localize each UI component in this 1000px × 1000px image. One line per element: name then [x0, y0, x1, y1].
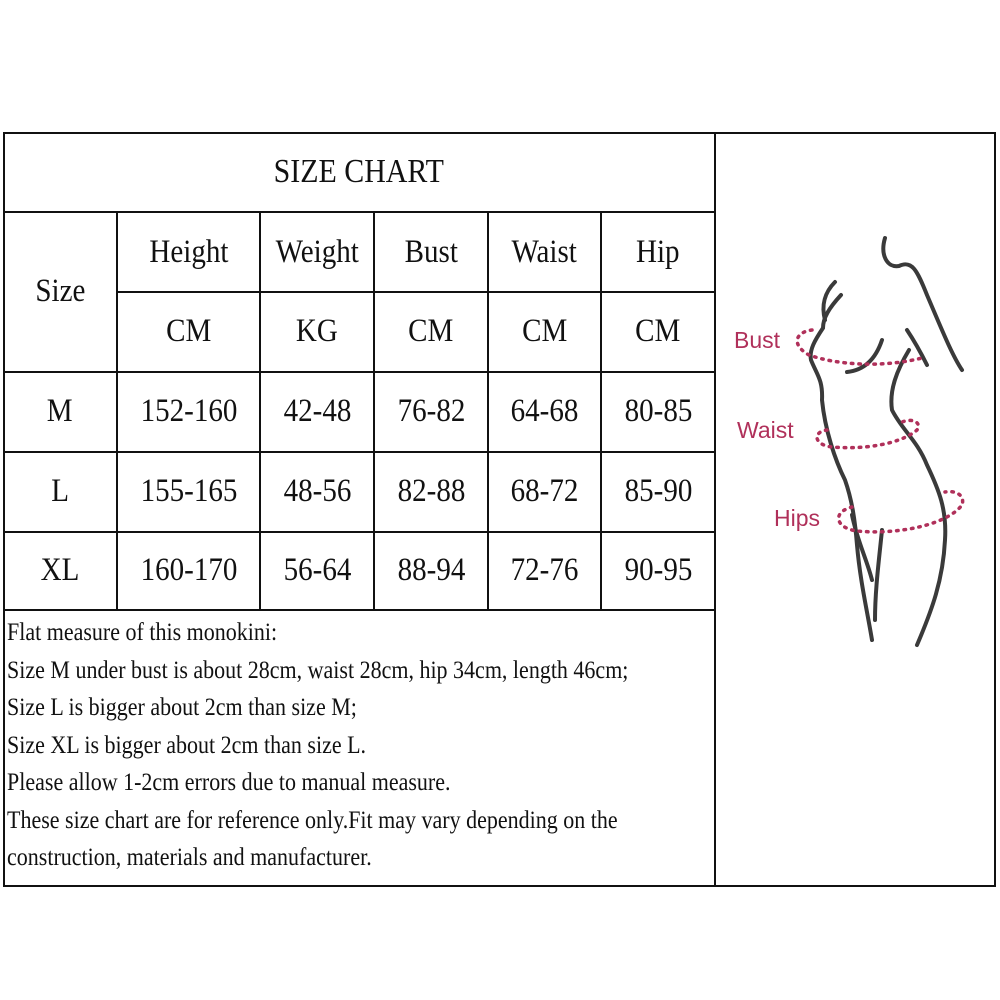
note-line: Flat measure of this monokini:: [7, 619, 278, 646]
size-header: Size: [3, 212, 117, 371]
column-header: Weight: [260, 212, 374, 292]
measure-lines: [795, 328, 965, 534]
column-unit: CM: [117, 292, 260, 371]
table-cell-text: 76-82: [397, 392, 465, 429]
table-cell-text: 155-165: [140, 472, 237, 509]
table-cell: 155-165: [117, 451, 260, 531]
hips-label: Hips: [774, 505, 820, 531]
grid-line: [116, 212, 118, 610]
note-line: Please allow 1-2cm errors due to manual …: [7, 769, 451, 796]
grid-line: [117, 291, 715, 293]
column-unit-text: CM: [521, 313, 568, 349]
table-cell-text: 152-160: [140, 392, 237, 429]
column-unit-text: CM: [165, 313, 212, 349]
table-cell-text: 85-90: [624, 472, 692, 509]
column-unit-text: CM: [408, 313, 454, 349]
note-line: These size chart are for reference only.…: [7, 806, 618, 834]
table-cell: 85-90: [601, 451, 715, 531]
size-label: L: [3, 451, 117, 531]
table-cell: 68-72: [488, 451, 601, 531]
table-cell-text: 88-94: [397, 552, 465, 588]
table-cell-text: 160-170: [140, 552, 237, 588]
column-header-text: Hip: [636, 233, 680, 270]
body-outline-icon: [808, 236, 964, 647]
size-label-text: XL: [40, 552, 80, 588]
column-unit-text: KG: [296, 313, 338, 349]
column-header: Waist: [488, 212, 601, 292]
bust-label: Bust: [734, 327, 781, 353]
column-header: Bust: [374, 212, 488, 292]
grid-line: [3, 531, 715, 533]
grid-line: [3, 451, 715, 453]
table-cell-text: 82-88: [397, 472, 465, 509]
note-line: Size XL is bigger about 2cm than size L.: [7, 731, 367, 759]
grid-line: [487, 212, 489, 610]
table-cell-text: 68-72: [510, 472, 579, 509]
column-unit: CM: [601, 292, 715, 371]
table-cell: 42-48: [260, 371, 374, 451]
table-cell: 64-68: [488, 371, 601, 451]
table-cell: 90-95: [601, 531, 715, 610]
size-label-text: M: [47, 392, 73, 429]
grid-line: [373, 212, 375, 610]
note-line: Size M under bust is about 28cm, waist 2…: [7, 656, 629, 684]
grid-line: [3, 371, 715, 373]
note-line: construction, materials and manufacturer…: [7, 844, 372, 871]
table-cell-text: 80-85: [624, 392, 692, 429]
column-header-text: Waist: [511, 233, 578, 270]
size-label-text: L: [51, 472, 69, 509]
column-header: Hip: [601, 212, 715, 292]
table-cell: 72-76: [488, 531, 601, 610]
column-unit: CM: [488, 292, 601, 371]
table-cell: 152-160: [117, 371, 260, 451]
note-line: Size L is bigger about 2cm than size M;: [7, 694, 357, 721]
grid-line: [259, 212, 261, 610]
table-cell-text: 72-76: [510, 552, 579, 588]
table-cell-text: 90-95: [624, 552, 692, 588]
grid-line: [3, 211, 715, 213]
column-unit: CM: [374, 292, 488, 371]
size-label: M: [3, 371, 117, 451]
grid-line: [3, 609, 715, 611]
notes: Flat measure of this monokini: Size M un…: [7, 614, 707, 877]
column-header-text: Bust: [404, 233, 458, 270]
column-header-text: Weight: [275, 233, 359, 270]
table-cell: 76-82: [374, 371, 488, 451]
waist-label: Waist: [737, 417, 794, 443]
grid-line: [600, 212, 602, 610]
column-unit-text: CM: [635, 313, 681, 349]
table-cell-text: 42-48: [283, 392, 351, 429]
table-cell: 56-64: [260, 531, 374, 610]
column-header: Height: [117, 212, 260, 292]
size-header-text: Size: [34, 273, 85, 309]
body-measurement-figure: Bust Waist Hips: [717, 200, 1000, 660]
table-cell-text: 48-56: [283, 472, 351, 509]
column-header-text: Height: [148, 233, 229, 270]
table-cell: 80-85: [601, 371, 715, 451]
column-unit: KG: [260, 292, 374, 371]
chart-title: SIZE CHART: [3, 132, 715, 212]
size-chart-table: [3, 132, 996, 887]
table-cell: 88-94: [374, 531, 488, 610]
table-cell-text: 64-68: [510, 392, 579, 429]
size-label: XL: [3, 531, 117, 610]
table-cell: 48-56: [260, 451, 374, 531]
table-cell: 160-170: [117, 531, 260, 610]
table-cell-text: 56-64: [283, 552, 351, 588]
chart-title-text: SIZE CHART: [273, 153, 445, 190]
grid-line: [714, 132, 716, 885]
table-cell: 82-88: [374, 451, 488, 531]
